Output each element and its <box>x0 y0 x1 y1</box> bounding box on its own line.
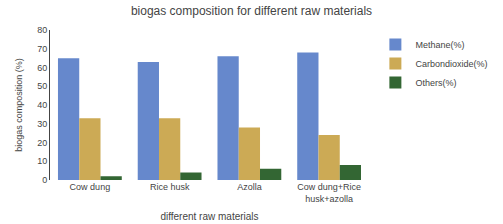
svg-text:biogas composition (%): biogas composition (%) <box>14 58 24 152</box>
svg-text:10: 10 <box>37 156 47 166</box>
svg-text:Azolla: Azolla <box>237 182 262 192</box>
svg-text:Methane(%): Methane(%) <box>415 40 464 50</box>
svg-text:Rice husk: Rice husk <box>150 182 190 192</box>
svg-text:60: 60 <box>37 63 47 73</box>
svg-text:Cow dung: Cow dung <box>70 182 111 192</box>
svg-text:80: 80 <box>37 25 47 35</box>
svg-text:20: 20 <box>37 138 47 148</box>
svg-text:70: 70 <box>37 44 47 54</box>
svg-text:Others(%): Others(%) <box>415 78 456 88</box>
svg-text:different raw materials: different raw materials <box>160 211 258 222</box>
svg-text:0: 0 <box>42 175 47 185</box>
svg-text:biogas composition for differe: biogas composition for different raw mat… <box>131 4 372 18</box>
svg-text:40: 40 <box>37 100 47 110</box>
svg-text:30: 30 <box>37 119 47 129</box>
svg-text:Cow dung+Ricehusk+azolla: Cow dung+Ricehusk+azolla <box>297 182 361 204</box>
svg-text:50: 50 <box>37 81 47 91</box>
svg-text:Carbondioxide(%): Carbondioxide(%) <box>415 59 487 69</box>
